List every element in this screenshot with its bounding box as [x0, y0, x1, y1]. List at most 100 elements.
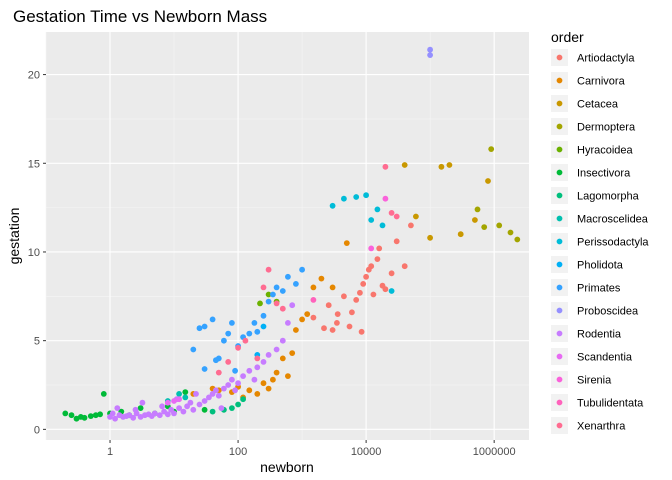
- data-point: [334, 311, 341, 317]
- data-point: [427, 46, 433, 53]
- data-point: [318, 275, 325, 282]
- legend-label: Carnivora: [577, 76, 626, 88]
- data-point: [299, 266, 305, 273]
- data-point: [251, 376, 258, 383]
- data-point: [213, 387, 219, 394]
- legend-item-pholidota: Pholidota: [551, 256, 624, 273]
- data-point: [353, 194, 360, 200]
- data-point: [225, 330, 232, 337]
- series-proboscidea: [427, 46, 433, 58]
- data-point: [358, 328, 365, 335]
- legend-swatch: [556, 422, 563, 429]
- data-point: [368, 217, 375, 223]
- data-point: [201, 406, 208, 413]
- data-point: [159, 403, 166, 410]
- plot-panel: [46, 32, 529, 440]
- legend-item-hyracoidea: Hyracoidea: [551, 141, 634, 158]
- data-point: [401, 263, 408, 270]
- legend: order Artiodactyla Carnivora Cetacea Dermop…: [551, 29, 649, 434]
- data-point: [265, 298, 272, 305]
- data-point: [485, 178, 491, 184]
- data-point: [201, 398, 208, 404]
- legend-label: Lagomorpha: [577, 191, 640, 203]
- legend-label: Scandentia: [577, 352, 633, 364]
- data-point: [363, 273, 369, 280]
- legend-swatch: [556, 330, 563, 337]
- data-point: [310, 297, 317, 303]
- data-point: [240, 396, 247, 403]
- legend-swatch: [556, 307, 563, 314]
- data-point: [201, 366, 208, 372]
- data-point: [193, 391, 199, 397]
- data-point: [225, 359, 232, 365]
- data-point: [481, 224, 488, 231]
- data-point: [235, 401, 242, 408]
- data-point: [273, 284, 280, 291]
- legend-item-dermoptera: Dermoptera: [551, 118, 636, 135]
- legend-item-scandentia: Scandentia: [551, 348, 633, 365]
- data-point: [413, 213, 419, 220]
- data-point: [273, 346, 280, 353]
- legend-label: Cetacea: [577, 99, 619, 111]
- data-point: [260, 380, 267, 387]
- data-point: [273, 369, 280, 376]
- data-point: [260, 359, 267, 365]
- data-point: [341, 293, 347, 300]
- data-point: [196, 325, 203, 332]
- major-gridlines: [46, 32, 529, 440]
- data-point: [130, 414, 137, 421]
- data-point: [382, 195, 389, 202]
- data-point: [235, 380, 242, 387]
- data-point: [190, 406, 197, 413]
- data-point: [182, 389, 189, 395]
- data-point: [265, 385, 272, 392]
- data-point: [299, 316, 305, 323]
- data-point: [232, 387, 239, 394]
- y-axis-title: gestation: [6, 208, 22, 265]
- data-point: [265, 266, 272, 273]
- data-point: [246, 387, 253, 394]
- data-point: [254, 355, 261, 362]
- data-point: [368, 245, 375, 252]
- series-scandentia: [164, 396, 183, 406]
- data-point: [393, 213, 400, 220]
- data-point: [427, 234, 433, 241]
- data-point: [514, 236, 521, 243]
- data-point: [388, 210, 395, 216]
- data-point: [401, 162, 408, 168]
- series-cetacea: [401, 162, 491, 241]
- data-point: [374, 256, 381, 262]
- legend-label: Tubulidentata: [577, 398, 644, 410]
- data-point: [164, 411, 171, 418]
- legend-swatch: [556, 77, 563, 84]
- data-point: [360, 281, 367, 287]
- data-point: [171, 410, 177, 417]
- data-point: [190, 346, 197, 353]
- data-point: [279, 288, 286, 294]
- data-point: [229, 320, 235, 326]
- data-point: [254, 391, 261, 397]
- data-point: [254, 328, 261, 335]
- data-point: [164, 399, 171, 406]
- data-point: [273, 300, 280, 307]
- data-point: [176, 396, 183, 403]
- data-point: [270, 376, 276, 383]
- data-point: [341, 195, 347, 202]
- data-point: [279, 337, 286, 344]
- data-point: [289, 350, 296, 356]
- data-point: [408, 222, 414, 229]
- data-point: [329, 327, 336, 333]
- data-point: [376, 245, 383, 252]
- data-point: [97, 411, 103, 418]
- data-point: [285, 273, 291, 280]
- legend-swatch: [556, 284, 563, 291]
- data-point: [180, 408, 187, 415]
- series-rodentia: [107, 302, 296, 422]
- data-point: [246, 367, 253, 374]
- data-point: [209, 316, 216, 323]
- legend-item-proboscidea: Proboscidea: [551, 302, 639, 319]
- legend-swatch: [556, 123, 563, 130]
- legend-swatch: [556, 54, 563, 61]
- data-point: [209, 408, 216, 415]
- legend-item-tubulidentata: Tubulidentata: [551, 394, 644, 411]
